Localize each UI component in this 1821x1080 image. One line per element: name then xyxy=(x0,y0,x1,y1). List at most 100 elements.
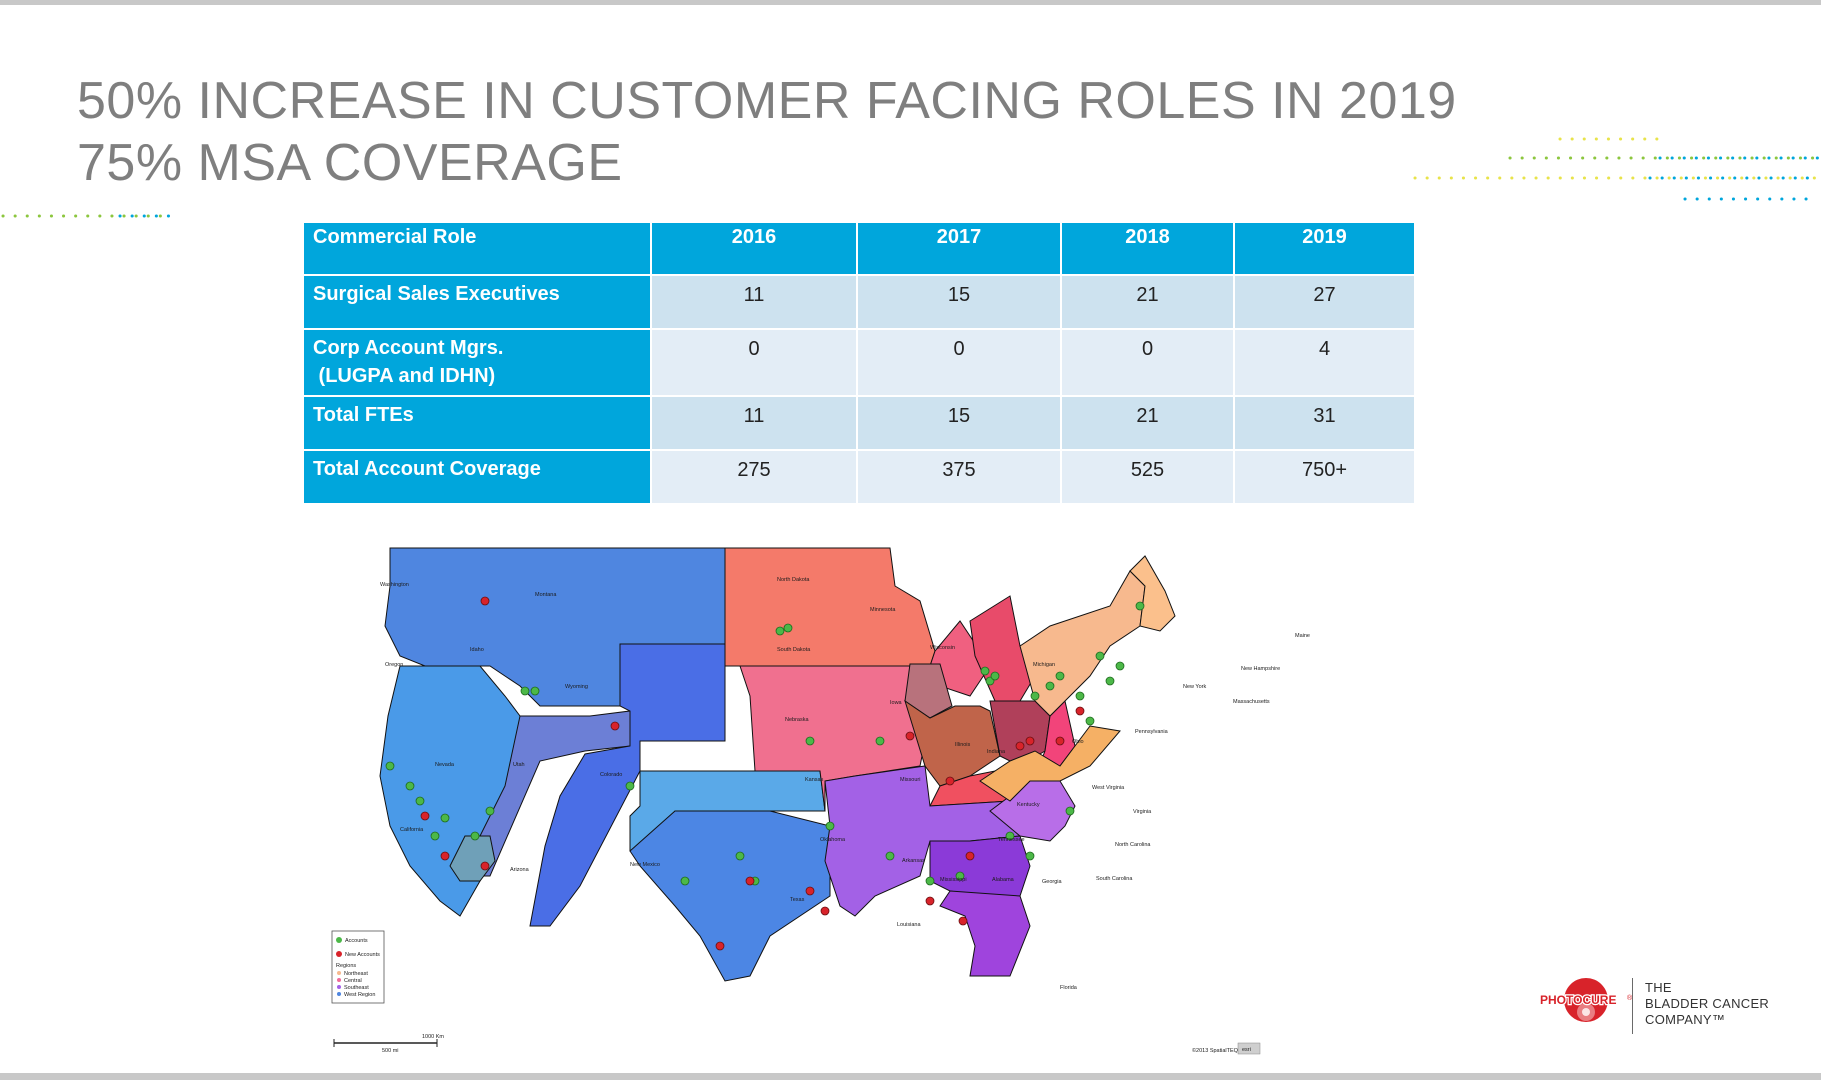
state-label: Colorado xyxy=(600,772,622,778)
state-label: Virginia xyxy=(1133,809,1152,815)
title-line-2: 75% MSA COVERAGE xyxy=(77,134,623,192)
table-cell: 11 xyxy=(650,274,858,330)
state-label: Alabama xyxy=(992,877,1015,883)
scale-km-label: 1000 Km xyxy=(422,1034,444,1040)
column-header: 2017 xyxy=(856,221,1062,276)
table-cell: 11 xyxy=(650,395,858,451)
table-row: Total FTEs 11 15 21 31 xyxy=(302,395,1416,451)
esri-badge: esri xyxy=(1242,1047,1251,1053)
map-credit: ©2013 SpatialTEQ xyxy=(1192,1047,1239,1054)
legend-region: Central xyxy=(344,978,362,984)
state-label: Indiana xyxy=(987,749,1006,755)
slide-title: 50% INCREASE IN CUSTOMER FACING ROLES IN… xyxy=(77,70,1457,194)
state-label: Kentucky xyxy=(1017,802,1040,808)
row-header: Surgical Sales Executives xyxy=(302,274,652,330)
row-header: Total FTEs xyxy=(302,395,652,451)
state-label: Texas xyxy=(790,897,805,903)
state-label: New York xyxy=(1183,684,1206,690)
decorative-dots-left xyxy=(1,214,172,218)
state-label: Oregon xyxy=(385,662,403,668)
map-region-central xyxy=(724,547,936,667)
row-header: Corp Account Mgrs. (LUGPA and IDHN) xyxy=(302,328,652,397)
state-label: Tennessee xyxy=(998,837,1025,843)
tagline-line-1: THE xyxy=(1645,980,1672,995)
state-label: Massachusetts xyxy=(1233,699,1270,705)
legend-region: West Region xyxy=(344,992,375,998)
column-header: 2019 xyxy=(1233,221,1416,276)
top-rule xyxy=(0,0,1821,5)
table-cell: 15 xyxy=(856,274,1062,330)
table-cell: 375 xyxy=(856,449,1062,505)
tagline-line-2: BLADDER CANCER xyxy=(1645,996,1770,1011)
map-region-central xyxy=(904,699,1001,787)
state-label: Louisiana xyxy=(897,922,921,928)
state-label: Arkansas xyxy=(902,858,925,864)
table-cell: 0 xyxy=(1060,328,1235,397)
column-header: 2018 xyxy=(1060,221,1235,276)
legend-regions-title: Regions xyxy=(336,963,356,969)
map-scale-bar: 1000 Km 500 mi xyxy=(333,1034,444,1054)
map-region-northeast xyxy=(1129,555,1176,632)
legend-region: Southeast xyxy=(344,985,369,991)
state-label: Missouri xyxy=(900,777,920,783)
state-label: Montana xyxy=(535,592,557,598)
logo-registered-mark: ® xyxy=(1627,994,1633,1002)
legend-new-accounts: New Accounts xyxy=(345,952,380,958)
state-label: Illinois xyxy=(955,742,971,748)
state-label: Wisconsin xyxy=(930,645,955,651)
state-label: Nevada xyxy=(435,762,455,768)
commercial-roles-table: Commercial Role 2016 2017 2018 2019 Surg… xyxy=(302,221,1416,505)
map-region-west xyxy=(474,710,631,877)
column-header: 2016 xyxy=(650,221,858,276)
table-cell: 4 xyxy=(1233,328,1416,397)
table-cell: 31 xyxy=(1233,395,1416,451)
state-label: North Carolina xyxy=(1115,842,1151,848)
table-cell: 15 xyxy=(856,395,1062,451)
state-label: South Dakota xyxy=(777,647,811,653)
state-label: Utah xyxy=(513,762,525,768)
state-label: Maine xyxy=(1295,633,1310,639)
state-label: Arizona xyxy=(510,867,530,873)
legend-accounts: Accounts xyxy=(345,938,368,944)
state-label: Washington xyxy=(380,582,409,588)
table-cell: 0 xyxy=(856,328,1062,397)
photocure-logo: PHOTOCURE ® xyxy=(1539,978,1633,1022)
state-label: North Dakota xyxy=(777,577,810,583)
state-label: Idaho xyxy=(470,647,484,653)
map-region-west xyxy=(629,810,831,982)
state-label: Georgia xyxy=(1042,879,1063,885)
table-cell: 525 xyxy=(1060,449,1235,505)
state-label: California xyxy=(400,827,424,833)
state-label: Mississippi xyxy=(940,877,967,883)
state-label: Florida xyxy=(1060,985,1078,991)
scale-mi-label: 500 mi xyxy=(382,1048,399,1054)
new-account-pins xyxy=(420,596,1085,951)
table-row: Surgical Sales Executives 11 15 21 27 xyxy=(302,274,1416,330)
logo-divider xyxy=(1632,978,1633,1034)
map-region-northeast xyxy=(979,725,1121,802)
decorative-dots-right xyxy=(1413,137,1820,201)
map-region-central xyxy=(904,663,953,719)
state-label: Michigan xyxy=(1033,662,1055,668)
logo-wordmark: PHOTOCURE xyxy=(1540,993,1616,1007)
state-label: Pennsylvania xyxy=(1135,729,1169,735)
state-label: New Mexico xyxy=(630,862,660,868)
map-region-southeast xyxy=(939,890,1031,977)
column-header: Commercial Role xyxy=(302,221,652,276)
row-header: Total Account Coverage xyxy=(302,449,652,505)
state-label: West Virginia xyxy=(1092,785,1125,791)
state-labels: Washington Montana Idaho Oregon Wyoming … xyxy=(380,577,1310,991)
table-row: Corp Account Mgrs. (LUGPA and IDHN) 0 0 … xyxy=(302,328,1416,397)
table-header-row: Commercial Role 2016 2017 2018 2019 xyxy=(302,221,1416,276)
table-cell: 750+ xyxy=(1233,449,1416,505)
map-region-southeast xyxy=(929,835,1031,897)
table-cell: 21 xyxy=(1060,274,1235,330)
bottom-rule xyxy=(0,1073,1821,1080)
table-row: Total Account Coverage 275 375 525 750+ xyxy=(302,449,1416,505)
state-label: Wyoming xyxy=(565,684,588,690)
company-tagline: THE BLADDER CANCER COMPANY™ xyxy=(1645,980,1769,1028)
table-cell: 21 xyxy=(1060,395,1235,451)
state-label: New Hampshire xyxy=(1241,666,1280,672)
state-label: Nebraska xyxy=(785,717,809,723)
tagline-line-3: COMPANY™ xyxy=(1645,1012,1726,1027)
